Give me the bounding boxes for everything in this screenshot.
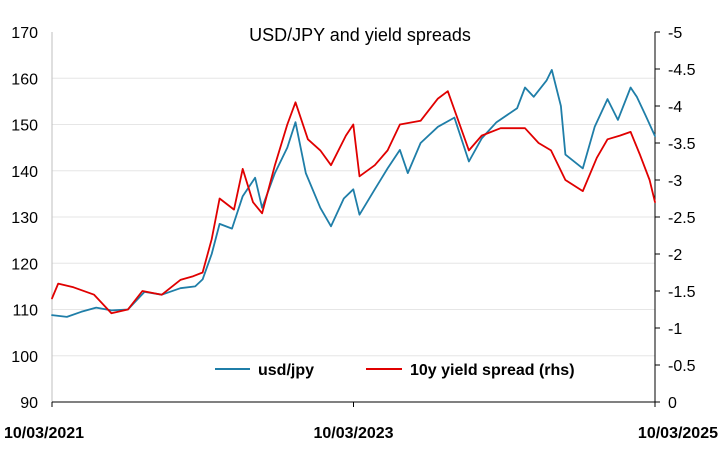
- left-tick-label: 120: [11, 256, 38, 273]
- series-line-yield-spread: [51, 90, 656, 315]
- right-tick-label: -4: [668, 99, 682, 116]
- chart-title: USD/JPY and yield spreads: [249, 25, 471, 45]
- x-tick-label: 10/03/2023: [313, 425, 393, 442]
- right-tick-labels: -5 -4.5 -4 -3.5 -3 -2.5 -2 -1.5 -1 -0.5 0: [655, 25, 696, 412]
- left-tick-label: 140: [11, 164, 38, 181]
- legend: usd/jpy 10y yield spread (rhs): [215, 362, 575, 379]
- left-tick-label: 150: [11, 118, 38, 135]
- right-tick-label: -3.5: [668, 136, 696, 153]
- right-tick-label: -1.5: [668, 284, 696, 301]
- left-tick-label: 170: [11, 25, 38, 42]
- left-tick-label: 160: [11, 71, 38, 88]
- grid-lines: [52, 77, 655, 357]
- right-tick-label: 0: [668, 395, 677, 412]
- left-tick-labels: 170 160 150 140 130 120 110 100 90: [11, 25, 38, 412]
- right-tick-label: -5: [668, 25, 682, 42]
- right-tick-label: -0.5: [668, 358, 696, 375]
- legend-label-spread: 10y yield spread (rhs): [410, 362, 575, 379]
- series-line-usdjpy: [51, 69, 656, 318]
- right-tick-label: -4.5: [668, 62, 696, 79]
- left-tick-label: 90: [20, 395, 38, 412]
- right-tick-label: -2.5: [668, 210, 696, 227]
- x-tick-labels: 10/03/2021 10/03/2023 10/03/2025: [4, 402, 718, 442]
- right-tick-label: -1: [668, 321, 682, 338]
- left-tick-label: 130: [11, 210, 38, 227]
- right-tick-label: -2: [668, 247, 682, 264]
- left-tick-label: 100: [11, 349, 38, 366]
- x-tick-label: 10/03/2025: [638, 425, 718, 442]
- legend-label-usdjpy: usd/jpy: [258, 362, 314, 379]
- x-tick-label: 10/03/2021: [4, 425, 84, 442]
- left-tick-label: 110: [12, 303, 38, 320]
- series-lines: [51, 69, 656, 318]
- right-tick-label: -3: [668, 173, 682, 190]
